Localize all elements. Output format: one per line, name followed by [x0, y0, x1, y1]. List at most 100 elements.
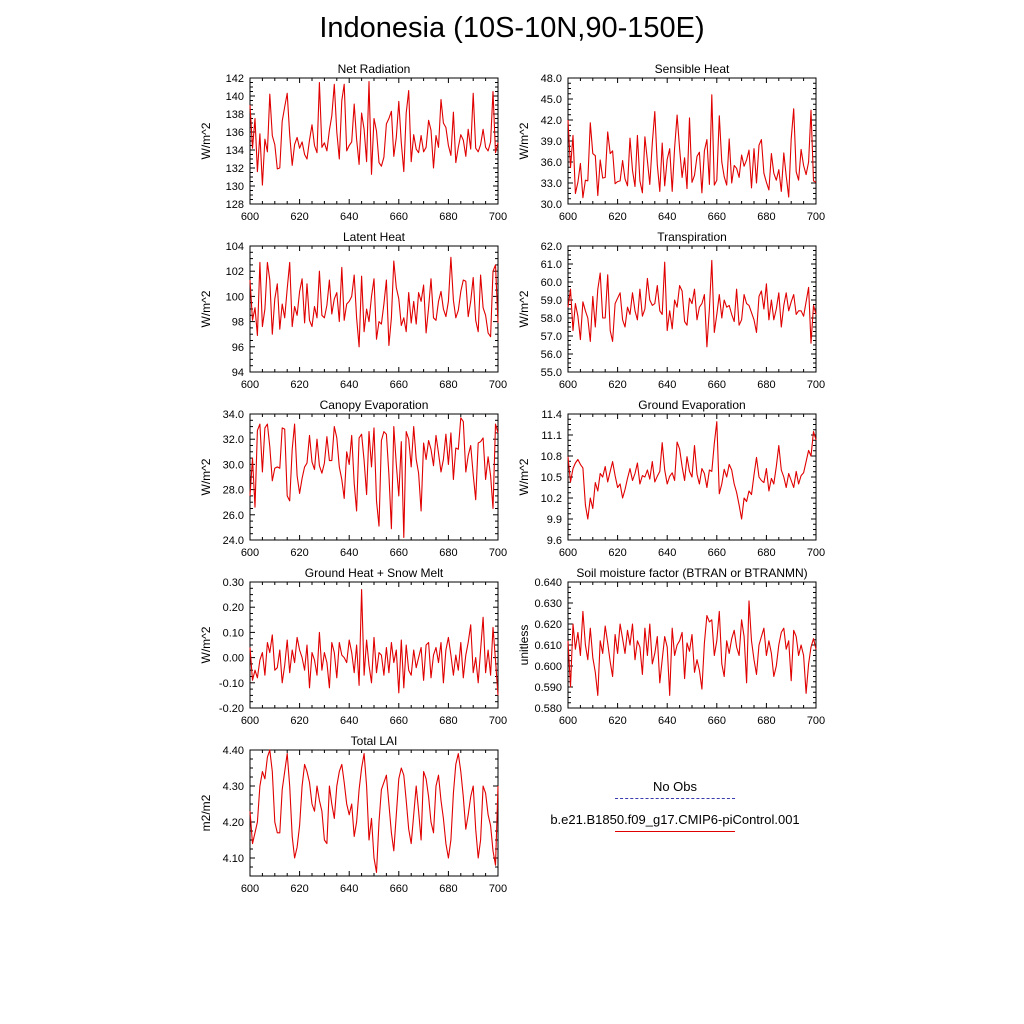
x-tick-label: 600 — [241, 715, 259, 727]
panel-transpiration: Transpiration W/m^2 600 620 640 660 680 700 55.0… — [517, 230, 825, 391]
y-tick-label: 102 — [226, 266, 244, 278]
y-axis-label: W/m^2 — [199, 626, 213, 663]
x-tick-label: 600 — [559, 547, 577, 559]
x-tick-label: 660 — [390, 715, 408, 727]
x-tick-label: 680 — [757, 547, 775, 559]
y-tick-label: 56.0 — [541, 349, 562, 361]
y-tick-label: 134 — [226, 145, 244, 157]
y-tick-label: 0.580 — [534, 703, 562, 715]
y-tick-label: 138 — [226, 109, 244, 121]
y-tick-label: 104 — [226, 241, 244, 253]
panel-net-radiation: Net Radiation W/m^2 600 620 640 660 680 700 128 1… — [199, 62, 507, 223]
y-tick-label: 0.590 — [534, 682, 562, 694]
plot-frame — [567, 77, 817, 205]
y-axis-label: unitless — [517, 625, 531, 666]
x-tick-label: 680 — [439, 379, 457, 391]
x-tick-label: 600 — [241, 547, 259, 559]
x-tick-label: 600 — [559, 715, 577, 727]
y-tick-label: 28.0 — [223, 485, 244, 497]
y-tick-label: 136 — [226, 127, 244, 139]
x-tick-label: 680 — [757, 379, 775, 391]
x-tick-label: 700 — [489, 715, 507, 727]
series-line — [567, 94, 817, 199]
y-tick-label: 11.1 — [541, 430, 562, 442]
y-tick-label: 57.0 — [541, 331, 562, 343]
legend-label-obs: No Obs — [652, 779, 698, 794]
y-tick-label: 11.4 — [541, 409, 562, 421]
x-tick-label: 680 — [439, 715, 457, 727]
y-tick-label: 0.620 — [534, 619, 562, 631]
x-tick-label: 700 — [807, 211, 825, 223]
y-axis-label: W/m^2 — [199, 458, 213, 495]
y-axis-label: W/m^2 — [199, 122, 213, 159]
y-axis-label: W/m^2 — [517, 290, 531, 327]
y-tick-label: 61.0 — [541, 259, 562, 271]
y-tick-label: 60.0 — [541, 277, 562, 289]
y-tick-label: 140 — [226, 91, 244, 103]
legend-swatch-model — [615, 831, 735, 832]
series-line — [567, 600, 817, 696]
legend-swatch-obs — [615, 798, 735, 799]
x-tick-label: 660 — [708, 379, 726, 391]
y-tick-label: 94 — [232, 367, 244, 379]
x-tick-label: 640 — [658, 715, 676, 727]
y-tick-label: 33.0 — [541, 178, 562, 190]
x-tick-label: 680 — [439, 883, 457, 895]
y-tick-label: -0.10 — [219, 678, 244, 690]
x-tick-label: 620 — [608, 211, 626, 223]
series-line — [249, 589, 499, 696]
y-tick-label: 58.0 — [541, 313, 562, 325]
x-tick-label: 640 — [340, 211, 358, 223]
legend-entry-obs: No Obs — [512, 778, 838, 799]
y-tick-label: 24.0 — [223, 535, 244, 547]
y-tick-label: 10.2 — [541, 493, 562, 505]
y-tick-label: 0.610 — [534, 640, 562, 652]
x-tick-label: 680 — [439, 211, 457, 223]
y-tick-label: 4.40 — [223, 745, 244, 757]
y-tick-label: 39.0 — [541, 136, 562, 148]
panel-ground-evaporation: Ground Evaporation W/m^2 600 620 640 660 680 70… — [517, 398, 825, 559]
panel-title: Transpiration — [657, 230, 727, 244]
x-tick-label: 620 — [290, 379, 308, 391]
x-tick-label: 640 — [340, 379, 358, 391]
y-tick-label: 132 — [226, 163, 244, 175]
x-tick-label: 620 — [290, 715, 308, 727]
series-line — [249, 417, 499, 539]
y-tick-label: 48.0 — [541, 73, 562, 85]
y-tick-label: 0.20 — [223, 602, 244, 614]
panel-title: Ground Evaporation — [638, 398, 745, 412]
x-tick-label: 680 — [439, 547, 457, 559]
x-tick-label: 660 — [390, 547, 408, 559]
panel-title: Net Radiation — [338, 62, 411, 76]
series-line — [567, 259, 817, 348]
y-tick-label: 9.9 — [547, 514, 562, 526]
panel-title: Latent Heat — [343, 230, 406, 244]
x-tick-label: 640 — [340, 547, 358, 559]
legend-entry-model: b.e21.B1850.f09_g17.CMIP6-piControl.001 — [512, 811, 838, 832]
x-tick-label: 680 — [757, 715, 775, 727]
x-tick-label: 660 — [708, 211, 726, 223]
y-tick-label: 32.0 — [223, 434, 244, 446]
x-tick-label: 700 — [489, 379, 507, 391]
y-tick-label: 0.30 — [223, 577, 244, 589]
legend: No Obs b.e21.B1850.f09_g17.CMIP6-piContr… — [512, 778, 838, 844]
y-tick-label: 55.0 — [541, 367, 562, 379]
x-tick-label: 660 — [390, 883, 408, 895]
x-tick-label: 600 — [559, 379, 577, 391]
x-tick-label: 680 — [757, 211, 775, 223]
y-axis-label: m2/m2 — [199, 794, 213, 831]
x-tick-label: 700 — [489, 211, 507, 223]
y-tick-label: 36.0 — [541, 157, 562, 169]
x-tick-label: 620 — [290, 547, 308, 559]
y-tick-label: 4.30 — [223, 781, 244, 793]
panel-title: Ground Heat + Snow Melt — [305, 566, 444, 580]
x-tick-label: 620 — [608, 715, 626, 727]
x-tick-label: 620 — [608, 547, 626, 559]
x-tick-label: 620 — [608, 379, 626, 391]
plot-frame — [249, 245, 499, 373]
y-tick-label: 26.0 — [223, 510, 244, 522]
y-tick-label: 0.00 — [223, 653, 244, 665]
panel-soil-moisture-factor-btran-or-btranmn: Soil moisture factor (BTRAN or BTRANMN) u… — [517, 566, 825, 727]
series-line — [567, 421, 817, 520]
legend-label-model: b.e21.B1850.f09_g17.CMIP6-piControl.001 — [550, 812, 800, 827]
